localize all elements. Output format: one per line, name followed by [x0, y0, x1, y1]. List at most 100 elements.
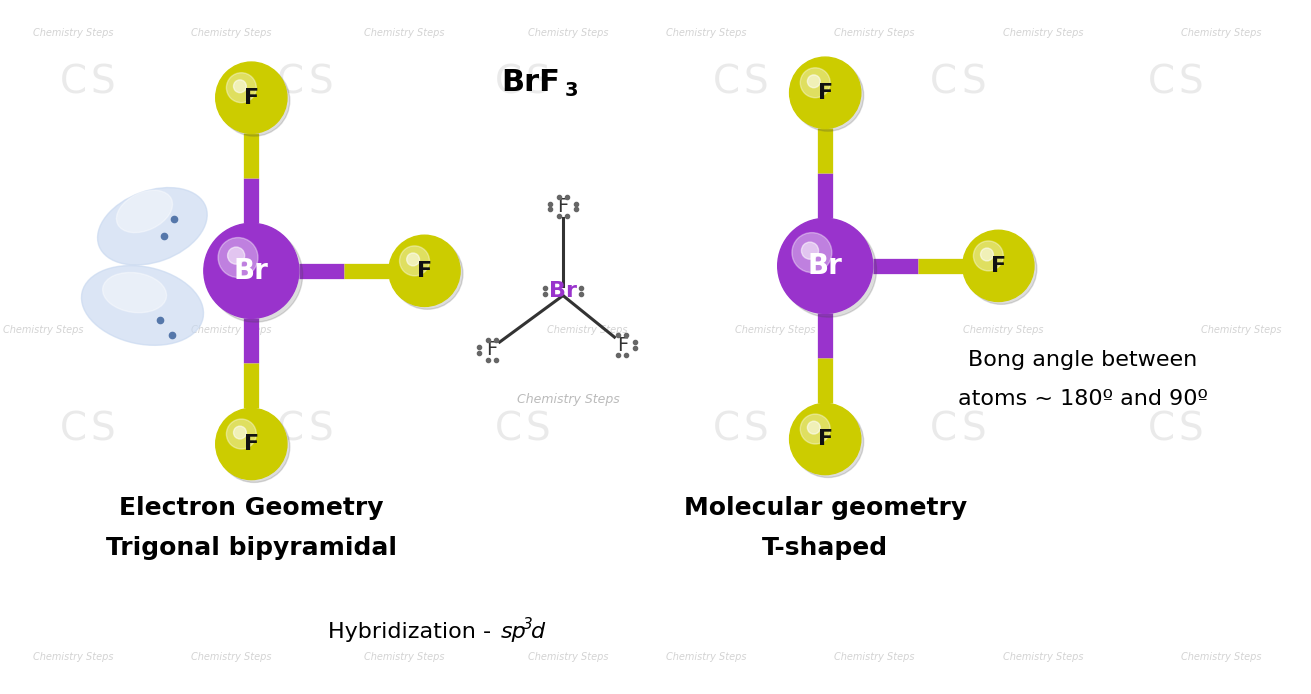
Text: C: C [1148, 64, 1175, 102]
Circle shape [981, 248, 994, 261]
Circle shape [789, 57, 861, 128]
Text: Chemistry Steps: Chemistry Steps [666, 652, 747, 661]
Text: C: C [496, 64, 522, 102]
Text: Chemistry Steps: Chemistry Steps [1003, 28, 1083, 38]
Text: Chemistry Steps: Chemistry Steps [1003, 652, 1083, 661]
Circle shape [219, 411, 290, 482]
Text: atoms ~ 180º and 90º: atoms ~ 180º and 90º [957, 389, 1207, 409]
Text: Br: Br [549, 280, 577, 301]
Circle shape [781, 222, 877, 317]
Circle shape [218, 237, 258, 278]
Circle shape [777, 219, 873, 314]
Text: S: S [743, 410, 768, 448]
Text: S: S [743, 64, 768, 102]
Text: Chemistry Steps: Chemistry Steps [364, 652, 444, 661]
Circle shape [962, 230, 1034, 301]
Text: S: S [526, 64, 551, 102]
Text: C: C [931, 410, 957, 448]
Text: C: C [931, 64, 957, 102]
Text: 3: 3 [523, 616, 534, 632]
Text: S: S [90, 64, 115, 102]
Circle shape [227, 419, 257, 449]
Text: Electron Geometry: Electron Geometry [119, 496, 384, 520]
Text: Hybridization -: Hybridization - [329, 622, 498, 642]
Text: Chemistry Steps: Chemistry Steps [33, 28, 114, 38]
Text: 3: 3 [565, 81, 578, 100]
Circle shape [233, 426, 246, 439]
Text: d: d [531, 622, 545, 642]
Circle shape [389, 235, 460, 307]
Circle shape [207, 227, 303, 322]
Text: F: F [417, 261, 433, 281]
Text: Chemistry Steps: Chemistry Steps [1181, 652, 1261, 661]
Text: Molecular geometry: Molecular geometry [683, 496, 966, 520]
Text: F: F [244, 434, 258, 454]
Text: F: F [991, 256, 1006, 276]
Text: Chemistry Steps: Chemistry Steps [191, 28, 271, 38]
Text: Chemistry Steps: Chemistry Steps [191, 652, 271, 661]
Text: Chemistry Steps: Chemistry Steps [33, 652, 114, 661]
Text: F: F [818, 429, 832, 449]
Text: C: C [60, 64, 87, 102]
Ellipse shape [97, 187, 207, 265]
Circle shape [228, 247, 245, 264]
Circle shape [406, 253, 420, 266]
Circle shape [808, 75, 821, 87]
Circle shape [216, 62, 287, 133]
Text: Chemistry Steps: Chemistry Steps [364, 28, 444, 38]
Circle shape [233, 80, 246, 93]
Text: Bong angle between: Bong angle between [968, 350, 1197, 370]
Circle shape [789, 403, 861, 475]
Text: C: C [60, 410, 87, 448]
Text: C: C [1148, 410, 1175, 448]
Text: Chemistry Steps: Chemistry Steps [528, 28, 608, 38]
Circle shape [792, 406, 864, 477]
Text: Chemistry Steps: Chemistry Steps [517, 393, 619, 406]
Circle shape [219, 65, 290, 136]
Text: F: F [616, 335, 628, 355]
Text: C: C [278, 410, 304, 448]
Text: Chemistry Steps: Chemistry Steps [834, 28, 915, 38]
Text: S: S [961, 64, 986, 102]
Text: sp: sp [501, 622, 527, 642]
Text: S: S [1179, 64, 1203, 102]
Text: Chemistry Steps: Chemistry Steps [1181, 28, 1261, 38]
Circle shape [203, 223, 299, 319]
Text: Chemistry Steps: Chemistry Steps [964, 325, 1044, 335]
Ellipse shape [81, 266, 203, 346]
Text: Chemistry Steps: Chemistry Steps [735, 325, 815, 335]
Circle shape [400, 246, 430, 276]
Text: F: F [818, 83, 832, 103]
Text: S: S [90, 410, 115, 448]
Text: Chemistry Steps: Chemistry Steps [834, 652, 915, 661]
Text: T-shaped: T-shaped [762, 536, 889, 560]
Text: S: S [308, 410, 333, 448]
Text: S: S [526, 410, 551, 448]
Text: Br: Br [233, 257, 269, 285]
Text: C: C [713, 64, 739, 102]
Text: C: C [713, 410, 739, 448]
Text: C: C [278, 64, 304, 102]
Text: S: S [961, 410, 986, 448]
Circle shape [216, 408, 287, 480]
Text: Chemistry Steps: Chemistry Steps [1201, 325, 1281, 335]
Circle shape [808, 421, 821, 434]
Circle shape [800, 68, 830, 98]
Circle shape [392, 238, 463, 310]
Text: F: F [244, 87, 258, 108]
Circle shape [792, 232, 832, 273]
Text: F: F [486, 341, 497, 359]
Ellipse shape [117, 190, 173, 232]
Text: Chemistry Steps: Chemistry Steps [548, 325, 628, 335]
Circle shape [800, 414, 830, 444]
Text: Chemistry Steps: Chemistry Steps [666, 28, 747, 38]
Text: Chemistry Steps: Chemistry Steps [528, 652, 608, 661]
Text: Chemistry Steps: Chemistry Steps [191, 325, 271, 335]
Text: S: S [1179, 410, 1203, 448]
Text: Br: Br [808, 252, 843, 280]
Text: Chemistry Steps: Chemistry Steps [4, 325, 84, 335]
Circle shape [801, 242, 818, 260]
Circle shape [966, 233, 1037, 305]
Text: F: F [557, 197, 569, 216]
Text: S: S [308, 64, 333, 102]
